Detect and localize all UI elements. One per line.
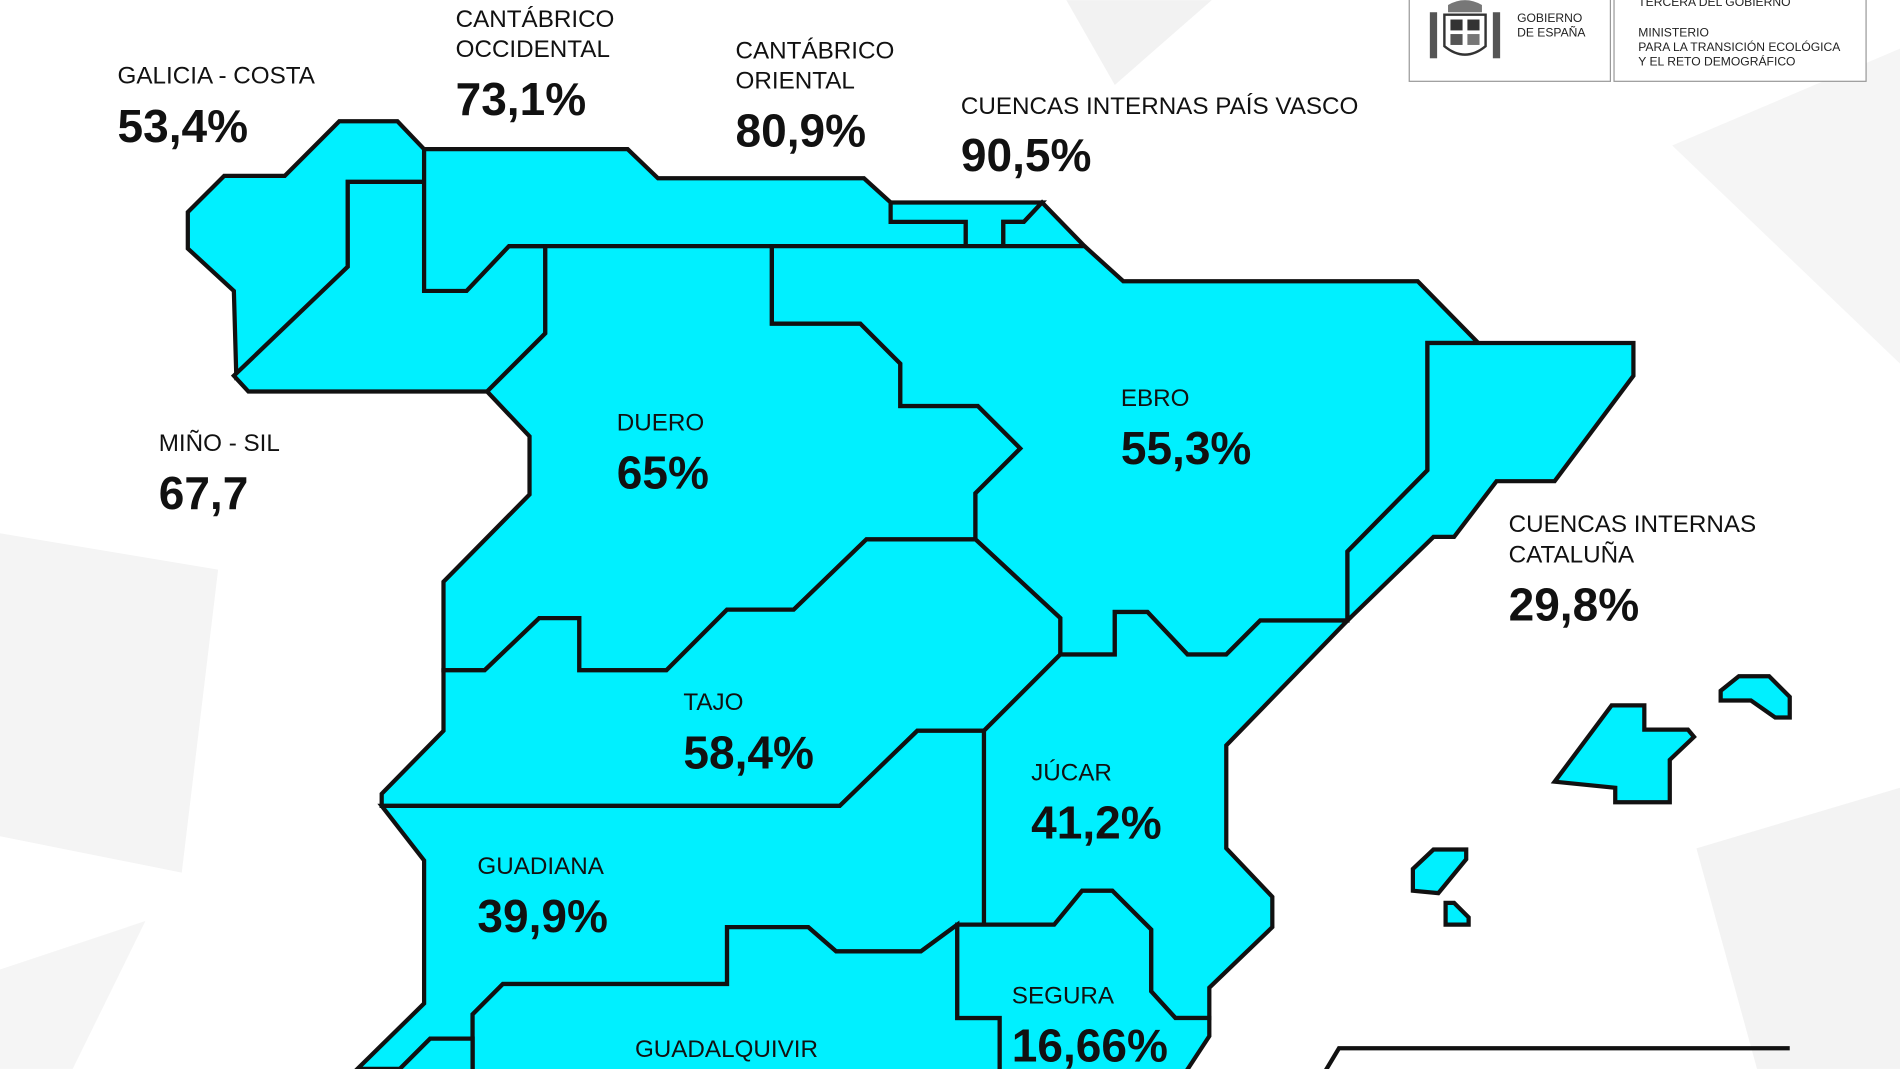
label-cantabrico-occidental-1: CANTÁBRICO [456,6,615,33]
label-cantabrico-occidental-2: OCCIDENTAL [456,36,610,63]
ministry-line-3: Y EL RETO DEMOGRÁFICO [1638,54,1795,69]
basin-labels: GALICIA - COSTA 53,4% CANTÁBRICO OCCIDEN… [118,6,1757,1069]
value-cataluna: 29,8% [1509,579,1640,631]
label-segura: SEGURA [1012,982,1115,1009]
canarias-frame-line [1324,1046,1790,1069]
value-mino-sil: 67,7 [159,467,249,519]
label-guadiana: GUADIANA [477,853,604,880]
island-ibiza[interactable] [1410,847,1469,896]
label-jucar: JÚCAR [1031,759,1112,786]
label-cataluna-2: CATALUÑA [1509,541,1635,568]
value-ebro: 55,3% [1121,422,1252,474]
label-ebro: EBRO [1121,385,1190,412]
region-cataluna[interactable] [1345,340,1636,626]
region-pais-vasco[interactable] [1001,199,1090,249]
ministry-line-0: TERCERA DEL GOBIERNO [1638,0,1790,9]
label-pais-vasco: CUENCAS INTERNAS PAÍS VASCO [961,93,1358,120]
value-duero: 65% [617,446,709,498]
ministry-line-1: MINISTERIO [1638,25,1709,39]
label-cataluna-1: CUENCAS INTERNAS [1509,511,1757,538]
logo-text-line-2: DE ESPAÑA [1517,25,1586,39]
island-formentera[interactable] [1443,900,1471,927]
value-tajo: 58,4% [683,726,814,778]
label-mino-sil: MIÑO - SIL [159,430,280,457]
label-duero: DUERO [617,409,704,436]
value-cantabrico-oriental: 80,9% [736,105,867,157]
value-galicia-costa: 53,4% [118,100,249,152]
label-cantabrico-oriental-1: CANTÁBRICO [736,37,895,64]
region-guadalquivir-west[interactable] [394,1036,475,1069]
region-guadalquivir[interactable] [470,920,1002,1069]
coat-of-arms-icon [1429,0,1501,59]
island-mallorca[interactable] [1550,703,1697,805]
value-cantabrico-occidental: 73,1% [456,73,587,125]
value-jucar: 41,2% [1031,797,1162,849]
label-tajo: TAJO [683,689,743,716]
label-cantabrico-oriental-2: ORIENTAL [736,68,855,95]
island-menorca[interactable] [1718,674,1792,720]
basin-regions [185,119,1792,1069]
value-guadiana: 39,9% [477,890,608,942]
logo-text-line-1: GOBIERNO [1517,11,1582,25]
value-segura: 16,66% [1012,1020,1168,1069]
ministry-line-2: PARA LA TRANSICIÓN ECOLÓGICA [1638,39,1841,54]
region-segura[interactable] [955,888,1212,1069]
label-guadalquivir: GUADALQUIVIR [635,1036,818,1063]
value-pais-vasco: 90,5% [961,129,1092,181]
logo-block: GOBIERNO DE ESPAÑA TERCERA DEL GOBIERNO … [1408,0,1867,82]
label-galicia-costa: GALICIA - COSTA [118,63,316,90]
